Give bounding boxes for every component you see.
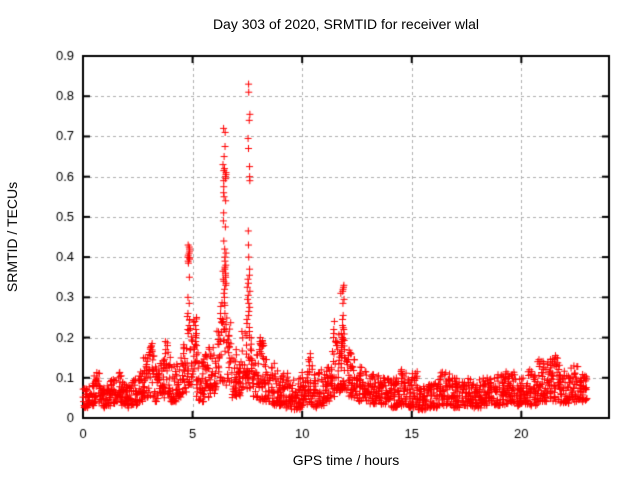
x-axis-label: GPS time / hours (292, 452, 400, 468)
chart-title: Day 303 of 2020, SRMTID for receiver wla… (212, 16, 480, 32)
y-axis-label: SRMTID / TECUs (4, 181, 20, 293)
